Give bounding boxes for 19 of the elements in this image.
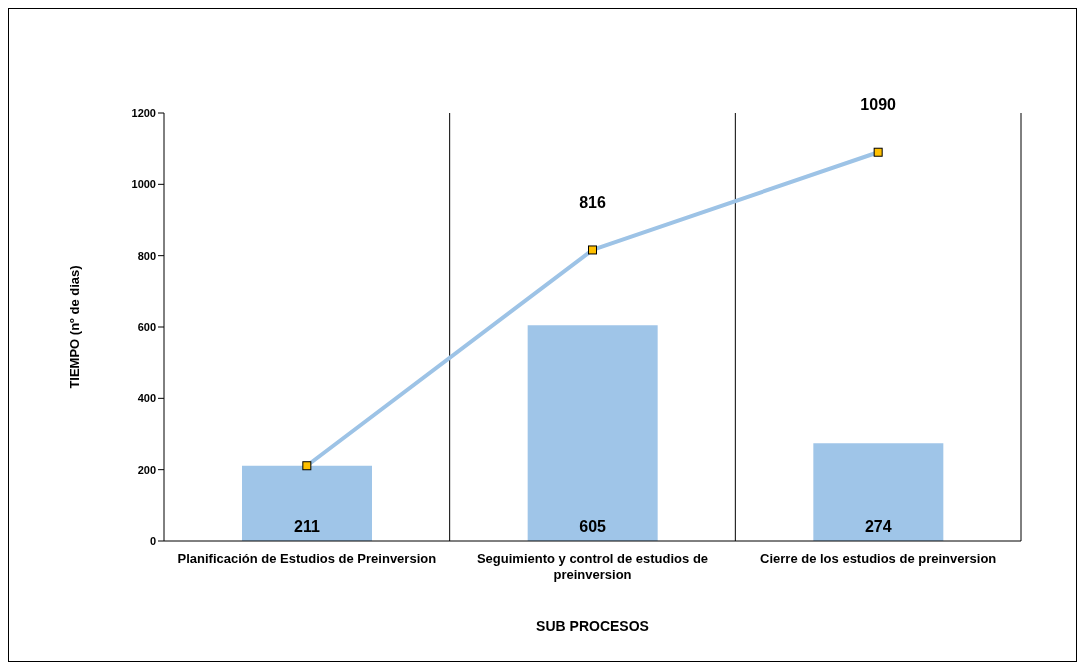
x-axis-title: SUB PROCESOS	[536, 618, 649, 634]
bar	[527, 325, 658, 541]
x-tick-label: Seguimiento y control de estudios de preinversion	[476, 551, 709, 582]
y-tick-label: 1000	[131, 178, 156, 191]
y-tick-label: 0	[149, 534, 156, 547]
data-label: 605	[579, 518, 607, 535]
bar	[813, 443, 944, 541]
data-label: 1090	[860, 96, 897, 114]
data-label: 211	[294, 518, 321, 535]
y-axis-title: TIEMPO (nº de dias)	[66, 265, 82, 389]
y-tick-label: 600	[137, 320, 156, 333]
x-tick-label: Planificación de Estudios de Preinversion	[177, 551, 437, 566]
y-tick-label: 1200	[131, 106, 156, 119]
y-tick-label: 200	[137, 463, 156, 476]
data-label: 816	[579, 193, 606, 211]
y-tick-label: 400	[137, 392, 156, 405]
data-label: 274	[864, 518, 892, 535]
y-tick-label: 800	[137, 249, 156, 262]
x-tick-label: Cierre de los estudios de preinversion	[760, 551, 997, 566]
